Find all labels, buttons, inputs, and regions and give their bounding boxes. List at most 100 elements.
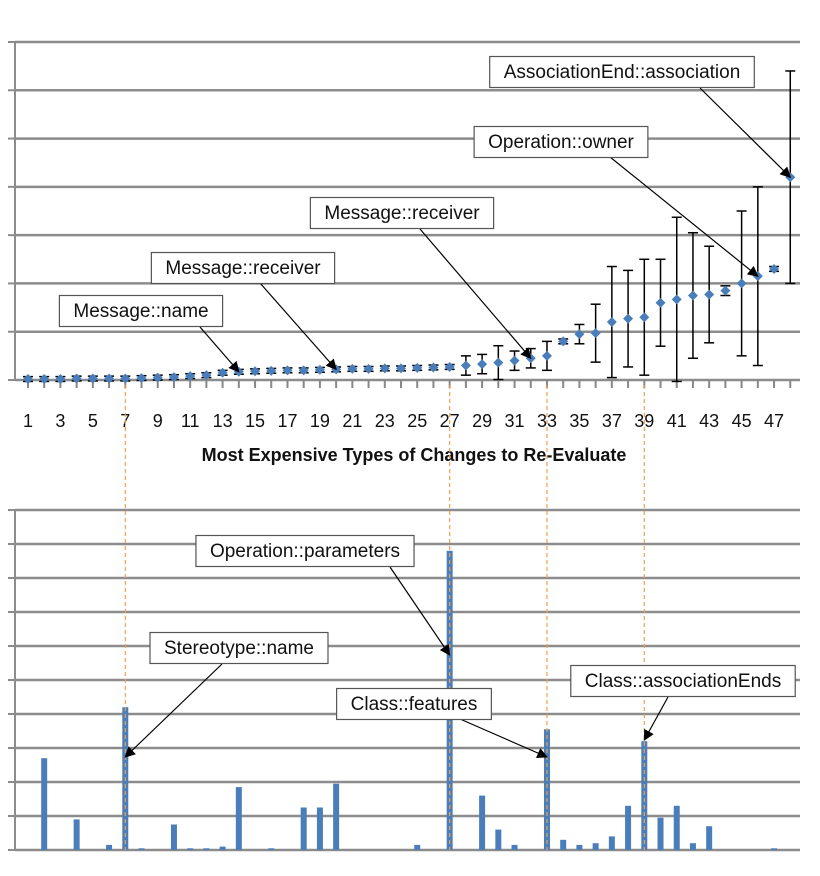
x-tick-label: 19 bbox=[310, 411, 330, 431]
data-point bbox=[185, 371, 196, 382]
data-point bbox=[460, 360, 471, 371]
x-tick-label: 21 bbox=[342, 411, 362, 431]
annotation-label: Message::receiver bbox=[324, 203, 480, 224]
bar bbox=[657, 817, 664, 850]
annotation-label: Class::associationEnds bbox=[585, 671, 781, 692]
bar bbox=[300, 807, 307, 850]
data-point bbox=[606, 317, 617, 328]
x-tick-label: 11 bbox=[181, 411, 200, 431]
x-tick-label: 31 bbox=[505, 411, 525, 431]
bar bbox=[268, 848, 275, 850]
data-point bbox=[541, 350, 552, 361]
x-tick-label: 1 bbox=[23, 411, 33, 431]
annotation-box bbox=[489, 55, 755, 89]
bar bbox=[706, 826, 713, 850]
data-point bbox=[201, 370, 212, 381]
annotation-arrow bbox=[124, 663, 223, 758]
x-tick-label: 13 bbox=[213, 411, 233, 431]
annotation-arrow bbox=[199, 326, 240, 373]
data-point bbox=[687, 290, 698, 301]
data-point bbox=[250, 366, 261, 377]
data-point bbox=[574, 329, 585, 340]
data-point bbox=[639, 312, 650, 323]
data-point bbox=[704, 289, 715, 300]
data-point bbox=[428, 362, 439, 373]
bar bbox=[560, 839, 567, 850]
bar bbox=[414, 844, 421, 850]
data-point bbox=[493, 357, 504, 368]
data-point bbox=[120, 373, 131, 384]
annotation-box bbox=[336, 687, 492, 721]
bar bbox=[106, 844, 113, 850]
bar bbox=[219, 846, 226, 850]
annotation-label: Message::receiver bbox=[165, 258, 321, 279]
bar bbox=[641, 741, 648, 850]
bar bbox=[625, 805, 632, 850]
annotation-label: AssociationEnd::association bbox=[504, 62, 741, 83]
bar bbox=[138, 848, 145, 850]
data-point bbox=[314, 364, 325, 375]
x-tick-label: 23 bbox=[375, 411, 395, 431]
bar bbox=[576, 844, 583, 850]
bar bbox=[771, 848, 778, 850]
data-point bbox=[217, 367, 228, 378]
annotation-label: Stereotype::name bbox=[164, 638, 314, 659]
data-point bbox=[477, 359, 488, 370]
data-point bbox=[266, 365, 277, 376]
data-point bbox=[590, 328, 601, 339]
x-tick-label: 29 bbox=[472, 411, 492, 431]
annotation-arrow bbox=[699, 87, 792, 178]
data-point bbox=[671, 294, 682, 305]
annotation-label: Message::name bbox=[73, 301, 208, 322]
annotation-label: Operation::parameters bbox=[210, 541, 400, 562]
data-point bbox=[39, 374, 50, 385]
annotation-box bbox=[570, 664, 796, 698]
annotation-arrow bbox=[389, 566, 451, 656]
bar bbox=[495, 829, 502, 850]
bar bbox=[511, 844, 518, 850]
data-point bbox=[282, 365, 293, 376]
data-point bbox=[509, 355, 520, 366]
data-point bbox=[55, 374, 66, 385]
bar bbox=[73, 819, 80, 850]
x-tick-label: 45 bbox=[732, 411, 752, 431]
data-point bbox=[736, 278, 747, 289]
annotation-box bbox=[309, 196, 495, 230]
x-tick-label: 47 bbox=[764, 411, 784, 431]
bar bbox=[316, 807, 323, 850]
x-tick-label: 43 bbox=[699, 411, 719, 431]
data-point bbox=[71, 373, 82, 384]
annotation-box bbox=[149, 631, 329, 665]
data-point bbox=[379, 363, 390, 374]
annotation-arrow bbox=[643, 696, 669, 741]
bar bbox=[333, 783, 340, 850]
annotation-box bbox=[473, 125, 649, 159]
data-point bbox=[87, 373, 98, 384]
data-point bbox=[363, 363, 374, 374]
annotation-box bbox=[150, 251, 336, 285]
bar bbox=[608, 836, 615, 850]
annotation-arrow bbox=[419, 228, 532, 360]
x-tick-label: 9 bbox=[153, 411, 163, 431]
x-tick-label: 25 bbox=[407, 411, 427, 431]
bar bbox=[170, 824, 177, 850]
data-point bbox=[655, 297, 666, 308]
bar bbox=[203, 848, 210, 850]
data-point bbox=[22, 374, 33, 385]
annotation-arrow bbox=[609, 156, 759, 277]
annotation-label: Class::features bbox=[351, 694, 478, 715]
data-point bbox=[347, 363, 358, 374]
x-tick-label: 15 bbox=[245, 411, 265, 431]
data-point bbox=[412, 362, 423, 373]
bar bbox=[689, 843, 696, 850]
annotation-arrow bbox=[459, 718, 548, 759]
x-tick-label: 17 bbox=[277, 411, 297, 431]
data-point bbox=[168, 372, 179, 383]
annotation-box bbox=[195, 534, 415, 568]
x-tick-label: 5 bbox=[88, 411, 98, 431]
annotation-arrow bbox=[259, 282, 337, 371]
data-point bbox=[769, 263, 780, 274]
x-axis-title: Most Expensive Types of Changes to Re-Ev… bbox=[202, 445, 627, 465]
data-point bbox=[623, 313, 634, 324]
